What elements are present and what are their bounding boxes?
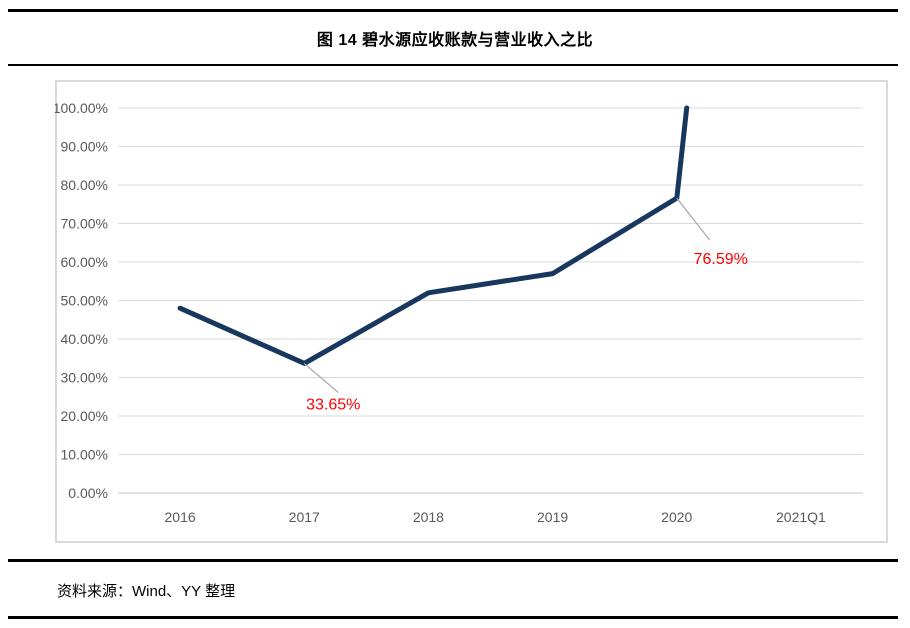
line-chart: 0.00% 10.00% 20.00% 30.00% 40.00% 50.00% 60.00… [55, 80, 888, 543]
y-tick-label: 90.00% [61, 139, 108, 155]
leader-line [303, 362, 339, 393]
data-label: 33.65% [306, 396, 360, 413]
data-line [177, 105, 690, 366]
y-tick-label: 80.00% [61, 177, 108, 193]
x-axis-label: 2021Q1 [776, 509, 826, 525]
x-axis-label: 2020 [661, 509, 692, 525]
data-label: 76.59% [694, 251, 748, 268]
y-tick-label: 60.00% [61, 254, 108, 270]
y-tick-label: 40.00% [61, 331, 108, 347]
x-axis-label: 2019 [537, 509, 568, 525]
title-divider [8, 64, 898, 66]
x-axis-label: 2016 [165, 509, 196, 525]
source-note: 资料来源：Wind、YY 整理 [57, 583, 236, 600]
y-tick-label: 30.00% [61, 370, 108, 386]
figure-title: 图 14 碧水源应收账款与营业收入之比 [316, 32, 594, 49]
y-tick-label: 10.00% [61, 447, 108, 463]
plot-frame [55, 80, 888, 543]
x-axis-label: 2017 [289, 509, 320, 525]
chart-divider [8, 559, 898, 562]
x-axis-label: 2018 [413, 509, 444, 525]
top-divider [8, 9, 898, 12]
line-chart-canvas: 0.00% 10.00% 20.00% 30.00% 40.00% 50.00% 60.00… [55, 80, 888, 543]
y-tick-label: 20.00% [61, 408, 108, 424]
y-tick-label: 0.00% [68, 485, 108, 501]
y-tick-label: 70.00% [61, 216, 108, 232]
y-tick-label: 100.00% [55, 100, 108, 116]
leader-line [676, 197, 711, 241]
y-tick-label: 50.00% [61, 293, 108, 309]
bottom-divider [8, 616, 898, 619]
